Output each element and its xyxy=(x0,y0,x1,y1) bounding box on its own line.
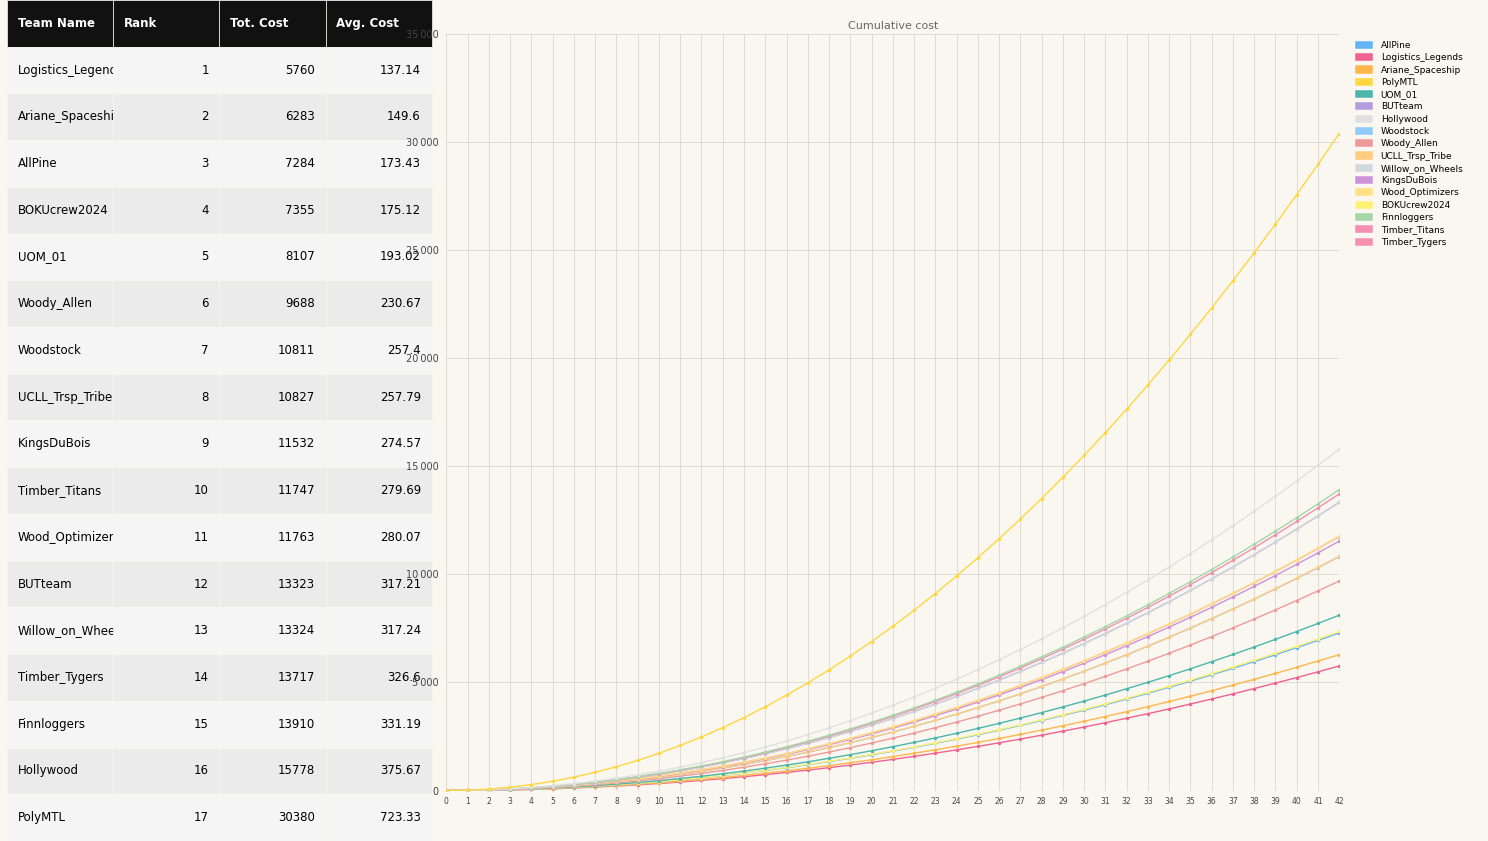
Legend: AllPine, Logistics_Legends, Ariane_Spaceship, PolyMTL, UOM_01, BUTteam, Hollywoo: AllPine, Logistics_Legends, Ariane_Space… xyxy=(1353,38,1466,250)
Title: Cumulative cost: Cumulative cost xyxy=(848,22,937,31)
